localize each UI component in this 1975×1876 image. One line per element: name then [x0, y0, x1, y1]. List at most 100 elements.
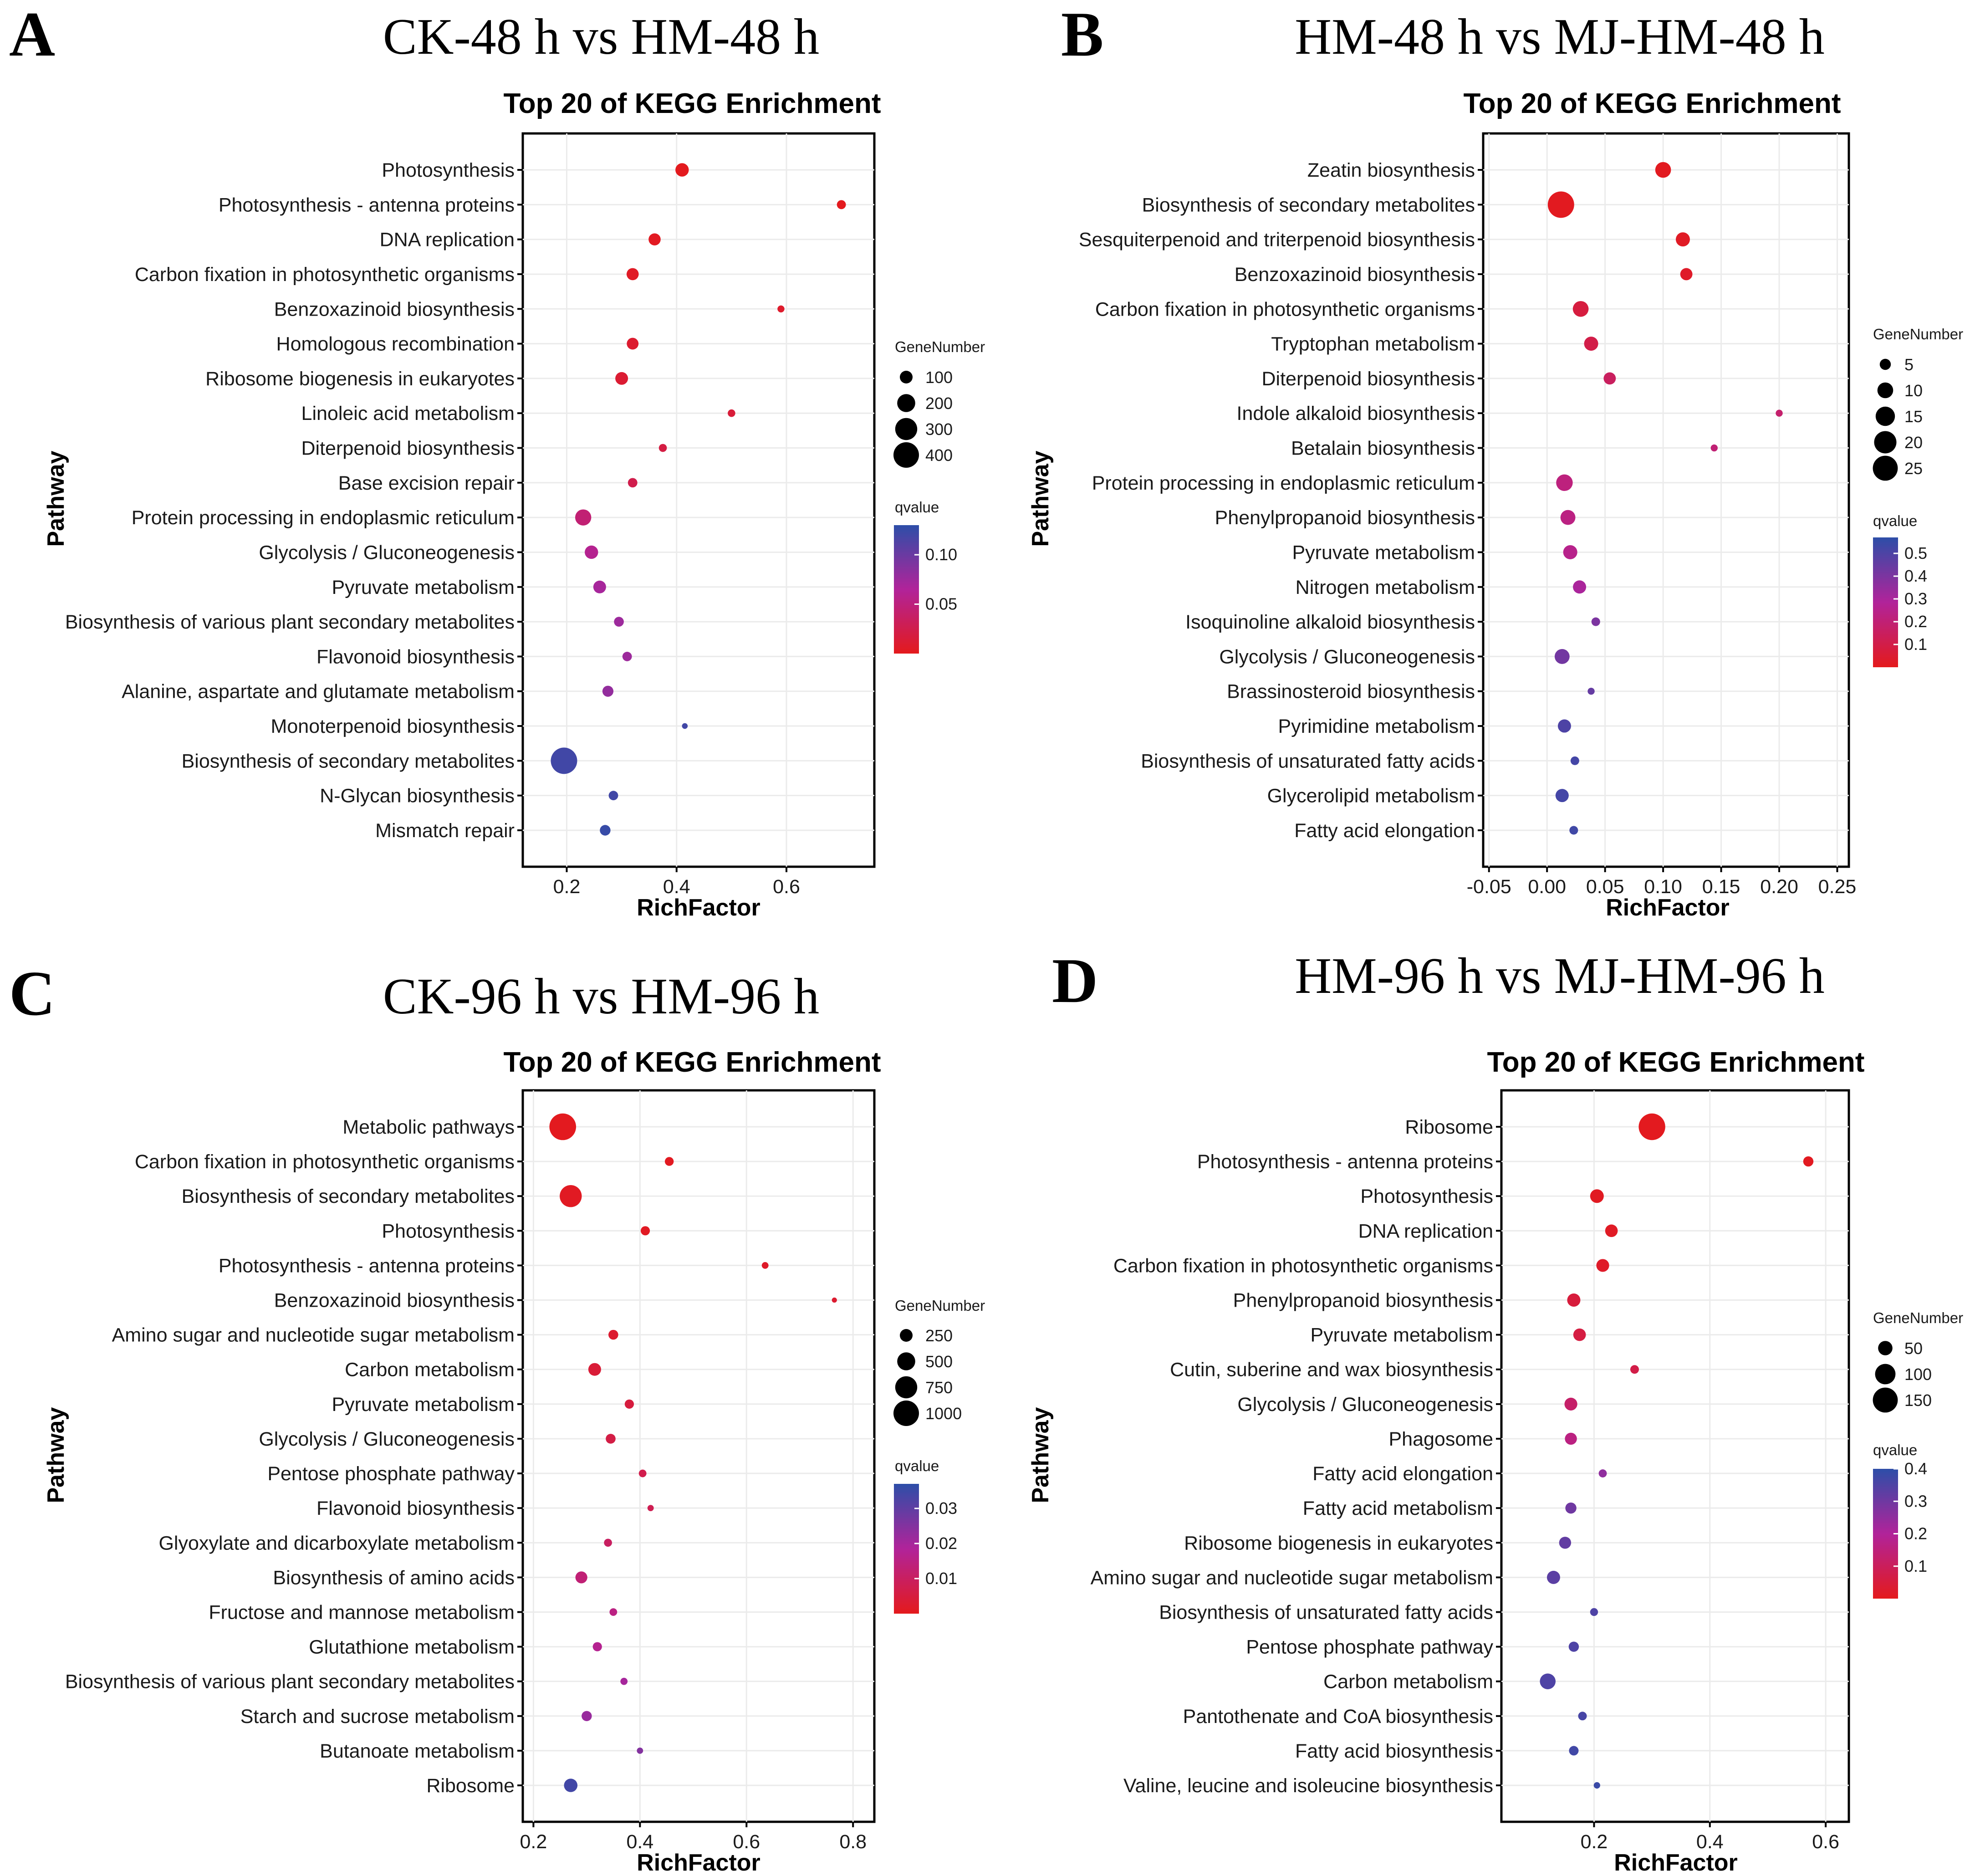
data-point: [1680, 268, 1693, 281]
chart-title: Top 20 of KEGG Enrichment: [1463, 88, 1841, 119]
color-legend-label: 0.1: [1904, 635, 1927, 654]
data-point: [622, 652, 632, 661]
data-point: [1547, 191, 1574, 218]
x-tick-label: 0.00: [1528, 876, 1566, 898]
panel-label: D: [1052, 946, 1098, 1016]
data-point: [1563, 545, 1577, 559]
pathway-label: Glycerolipid metabolism: [1267, 785, 1475, 807]
size-legend-label: 20: [1904, 433, 1923, 452]
pathway-label: Zeatin biosynthesis: [1307, 159, 1475, 181]
size-legend-label: 300: [925, 420, 953, 439]
plot-frame: [1482, 132, 1850, 868]
data-point: [549, 1113, 577, 1140]
data-point: [1573, 580, 1587, 594]
pathway-label: Ribosome: [426, 1775, 515, 1797]
y-axis-label: Pathway: [43, 450, 69, 547]
data-point: [560, 1185, 582, 1207]
color-legend-label: 0.4: [1904, 567, 1927, 585]
data-point: [648, 233, 661, 245]
data-point: [682, 723, 688, 729]
size-legend-dot: [897, 394, 915, 412]
size-legend-label: 1000: [925, 1404, 962, 1423]
size-legend-title: GeneNumber: [1873, 1309, 1963, 1326]
data-point: [1591, 617, 1600, 626]
data-point: [592, 1642, 602, 1651]
pathway-label: Fatty acid elongation: [1312, 1463, 1493, 1485]
panel-label: B: [1061, 0, 1103, 70]
data-point: [647, 1505, 654, 1512]
data-point: [606, 1434, 616, 1444]
data-point: [1564, 1397, 1577, 1411]
pathway-label: N-Glycan biosynthesis: [320, 785, 515, 807]
data-point: [585, 545, 598, 559]
pathway-label: Pyruvate metabolism: [1292, 542, 1475, 563]
data-point: [1568, 1641, 1579, 1652]
pathway-label: Nitrogen metabolism: [1296, 577, 1475, 598]
x-tick-label: 0.20: [1760, 876, 1798, 898]
pathway-label: Biosynthesis of amino acids: [273, 1567, 515, 1589]
data-point: [1560, 510, 1576, 525]
data-point: [602, 685, 614, 697]
pathway-label: Pyrimidine metabolism: [1278, 716, 1475, 737]
pathway-label: Carbon metabolism: [345, 1359, 515, 1381]
color-bar: [894, 1484, 919, 1614]
size-legend-dot: [1877, 382, 1893, 399]
x-axis-label: RichFactor: [637, 1850, 760, 1876]
data-point: [624, 1399, 634, 1409]
pathway-label: DNA replication: [1358, 1220, 1493, 1242]
pathway-label: Fatty acid metabolism: [1303, 1498, 1493, 1519]
size-legend-dot: [1875, 406, 1895, 426]
x-axis-label: RichFactor: [1614, 1850, 1738, 1876]
color-legend-label: 0.1: [1904, 1557, 1927, 1575]
plot-area: 0.2 0.4 0.6 Ribosome Photosynthesis - antenn…: [1091, 1090, 1849, 1853]
size-legend-dot: [893, 442, 919, 468]
x-tick-label: 0.6: [733, 1831, 760, 1853]
pathway-label: Pantothenate and CoA biosynthesis: [1183, 1706, 1493, 1728]
pathway-label: Biosynthesis of various plant secondary …: [65, 611, 515, 633]
plot-area: -0.05 0.00 0.05 0.10 0.15 0.20 0.25 Zeatin bios…: [1079, 133, 1856, 898]
size-legend-title: GeneNumber: [1873, 326, 1963, 342]
data-point: [614, 617, 624, 627]
pathway-label: Biosynthesis of various plant secondary …: [65, 1671, 515, 1693]
data-point: [1546, 1570, 1560, 1584]
pathway-label: Betalain biosynthesis: [1291, 438, 1475, 460]
size-legend: 250 500 750 1000: [893, 1326, 962, 1426]
pathway-label: Glyoxylate and dicarboxylate metabolism: [158, 1532, 515, 1554]
data-point: [1605, 1224, 1618, 1237]
panel-c: C CK-96 h vs HM-96 h Top 20 of KEGG Enri…: [9, 958, 985, 1876]
pathway-label: Amino sugar and nucleotide sugar metabol…: [1091, 1567, 1493, 1589]
data-point: [1710, 444, 1718, 452]
pathway-label: Biosynthesis of secondary metabolites: [182, 750, 515, 772]
panel-d: D HM-96 h vs MJ-HM-96 h Top 20 of KEGG E…: [1027, 946, 1963, 1876]
size-legend-label: 50: [1904, 1339, 1923, 1358]
panel-title: HM-48 h vs MJ-HM-48 h: [1295, 9, 1825, 65]
size-legend-label: 150: [1904, 1391, 1932, 1410]
data-point: [832, 1297, 837, 1303]
size-legend-title: GeneNumber: [895, 338, 985, 355]
pathway-label: Fatty acid elongation: [1294, 820, 1475, 842]
panel-title: CK-48 h vs HM-48 h: [383, 9, 819, 65]
color-legend-label: 0.2: [1904, 612, 1927, 631]
pathway-label: Protein processing in endoplasmic reticu…: [132, 507, 515, 529]
pathway-label: Photosynthesis: [382, 159, 515, 181]
size-legend-dot: [895, 418, 918, 440]
chart-title: Top 20 of KEGG Enrichment: [503, 88, 881, 119]
size-legend-dot: [1874, 431, 1897, 454]
data-point: [1569, 826, 1578, 835]
size-legend-dot: [897, 1352, 915, 1370]
size-legend-dot: [900, 371, 913, 383]
data-point: [1587, 688, 1595, 695]
data-point: [675, 163, 689, 177]
pathway-label: Pyruvate metabolism: [332, 1394, 515, 1416]
data-point: [604, 1539, 612, 1547]
chart-title: Top 20 of KEGG Enrichment: [1487, 1047, 1864, 1078]
pathway-label: Brassinosteroid biosynthesis: [1227, 681, 1475, 703]
data-point: [1573, 1328, 1586, 1341]
color-legend-ticks: 0.5 0.4 0.3 0.2 0.1: [1893, 544, 1927, 654]
pathway-label: Glycolysis / Gluconeogenesis: [1237, 1394, 1493, 1416]
pathway-label: Carbon metabolism: [1323, 1671, 1493, 1693]
data-point: [626, 268, 639, 281]
pathway-label: Carbon fixation in photosynthetic organi…: [1095, 298, 1475, 320]
size-legend-label: 100: [1904, 1365, 1932, 1384]
